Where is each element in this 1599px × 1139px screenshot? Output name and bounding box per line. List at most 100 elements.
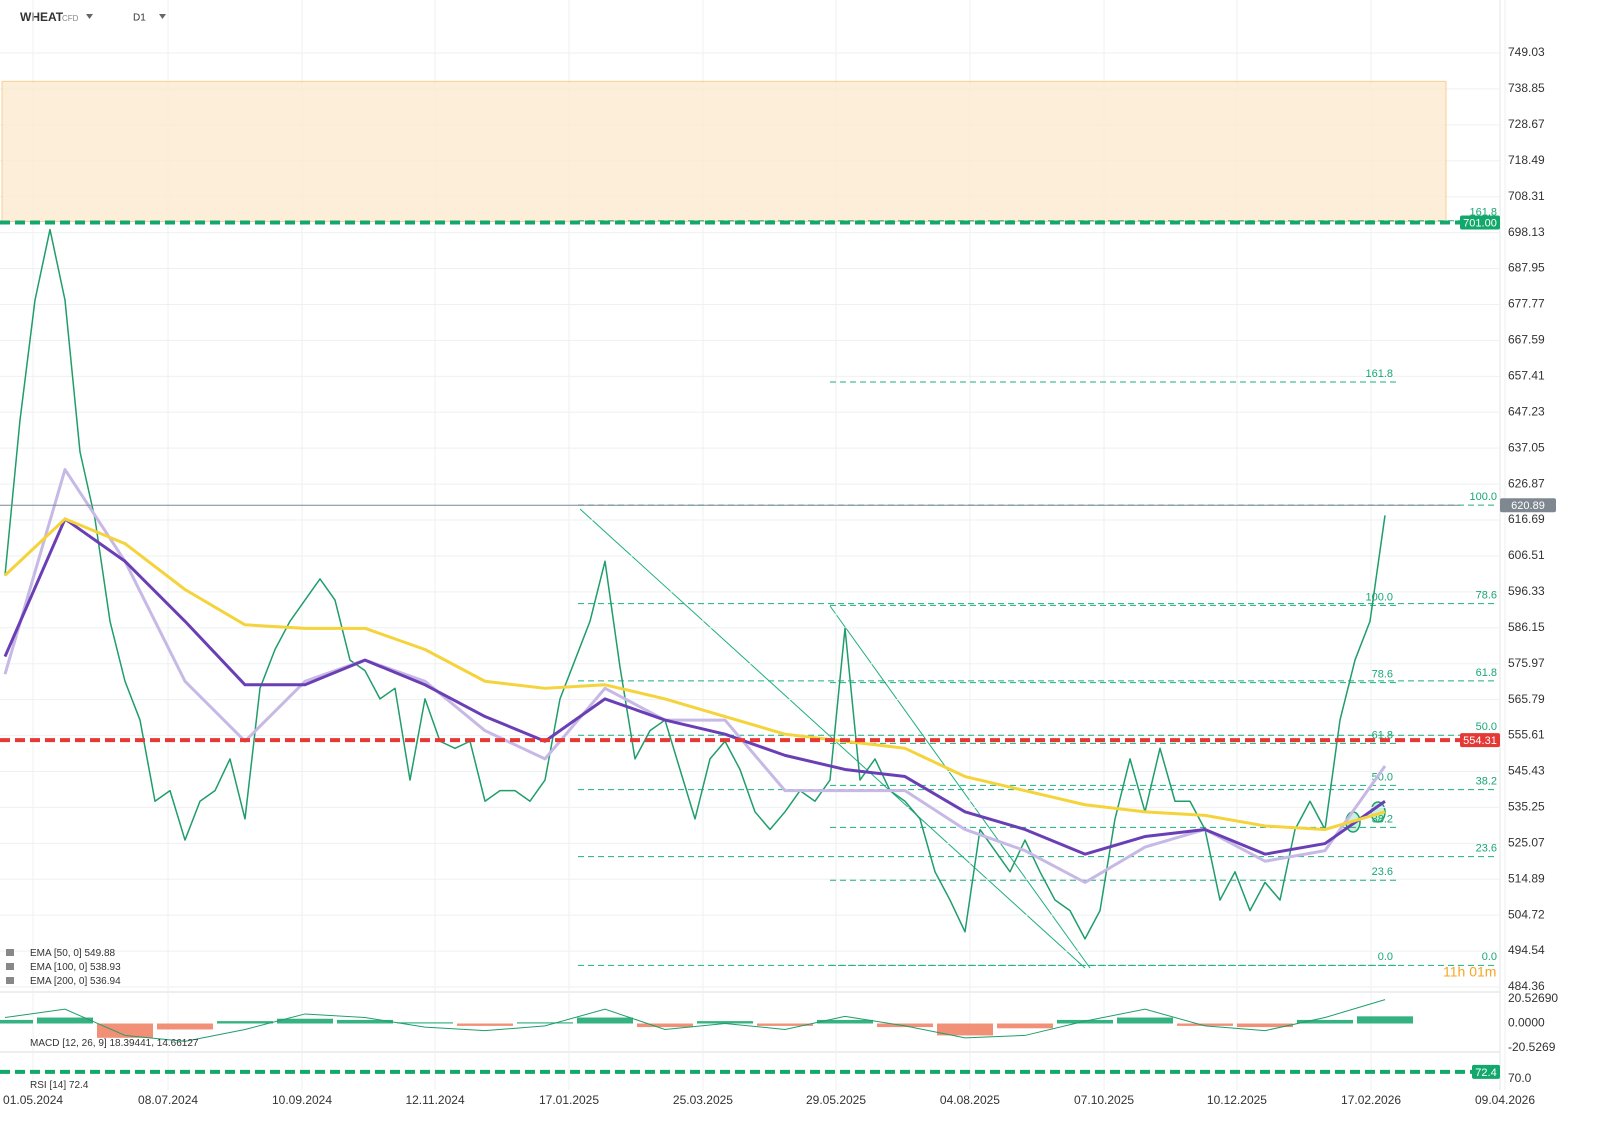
- legend-entry: EMA [200, 0] 536.94: [30, 976, 121, 987]
- y-tick-label: 545.43: [1508, 764, 1545, 778]
- x-tick-label: 10.12.2025: [1207, 1093, 1267, 1107]
- y-tick-label: 626.87: [1508, 476, 1545, 490]
- price-badge: [1460, 733, 1500, 748]
- macd-bar: [1237, 1023, 1293, 1028]
- legend-entry: EMA [100, 0] 538.93: [30, 962, 121, 973]
- x-tick-label: 07.10.2025: [1074, 1093, 1134, 1107]
- legend-icon: [6, 977, 14, 984]
- y-tick-label: 708.31: [1508, 189, 1545, 203]
- x-tick-label: 10.09.2024: [272, 1093, 332, 1107]
- macd-bar: [337, 1019, 393, 1024]
- macd-bar: [517, 1022, 573, 1024]
- macd-legend: MACD [12, 26, 9] 18.39441, 14.66127: [30, 1038, 199, 1049]
- macd-bar: [697, 1021, 753, 1024]
- macd-bar: [1297, 1019, 1353, 1024]
- rsi-badge-label: 72.4: [1475, 1067, 1496, 1079]
- fib-label: 50.0: [1372, 771, 1393, 783]
- legend-value: 536.94: [90, 976, 121, 987]
- macd-bar: [1117, 1017, 1173, 1024]
- macd-bar: [877, 1023, 933, 1028]
- rsi-title: RSI [14]: [30, 1080, 66, 1091]
- y-tick-label: 504.72: [1508, 907, 1545, 921]
- legend-value: 538.93: [90, 962, 121, 973]
- x-tick-label: 17.01.2025: [539, 1093, 599, 1107]
- fib-label: 38.2: [1476, 775, 1497, 787]
- ema-line: [3, 468, 1387, 884]
- symbol-dropdown[interactable]: [86, 14, 93, 19]
- y-tick-label: 677.77: [1508, 297, 1545, 311]
- x-tick-label: 01.05.2024: [3, 1093, 63, 1107]
- x-tick-label: 09.04.2026: [1475, 1093, 1535, 1107]
- timeframe[interactable]: D1: [133, 13, 146, 24]
- price-badge: [1460, 215, 1500, 230]
- y-tick-label: 535.25: [1508, 800, 1545, 814]
- y-tick-label: 698.13: [1508, 225, 1545, 239]
- macd-bar: [397, 1022, 453, 1024]
- market-type: CFD: [62, 14, 79, 23]
- price-badge-label: 701.00: [1463, 217, 1497, 229]
- ema-line: [3, 517, 1386, 831]
- macd-bar: [577, 1017, 633, 1024]
- rsi-legend: RSI [14] 72.4: [30, 1080, 89, 1091]
- macd-tick-label: -20.5269: [1508, 1040, 1556, 1054]
- price-badge-label: 620.89: [1511, 500, 1545, 512]
- fib-label: 38.2: [1372, 813, 1393, 825]
- macd-value: 18.39441: [109, 1038, 151, 1049]
- y-tick-label: 596.33: [1508, 584, 1545, 598]
- macd-bar: [1357, 1016, 1413, 1024]
- macd-bar: [937, 1023, 993, 1036]
- fib-label: 61.8: [1476, 667, 1497, 679]
- x-tick-label: 12.11.2024: [405, 1093, 464, 1107]
- legend-entry: EMA [50, 0] 549.88: [30, 948, 116, 959]
- macd-bar: [97, 1023, 153, 1038]
- legend-icon: [6, 949, 14, 956]
- x-tick-label: 04.08.2025: [940, 1093, 1000, 1107]
- rsi-value: 72.4: [69, 1080, 89, 1091]
- y-tick-label: 586.15: [1508, 620, 1545, 634]
- macd-bar: [757, 1023, 813, 1026]
- rsi-badge: [1472, 1064, 1500, 1079]
- macd-bar: [817, 1019, 873, 1024]
- y-tick-label: 738.85: [1508, 81, 1545, 95]
- y-tick-label: 555.61: [1508, 728, 1545, 742]
- macd-bar: [1177, 1023, 1233, 1026]
- macd-bar: [1057, 1019, 1113, 1024]
- macd-tick-label: 20.52690: [1508, 991, 1558, 1005]
- macd-title: MACD [12, 26, 9]: [30, 1038, 107, 1049]
- x-tick-label: 08.07.2024: [138, 1093, 198, 1107]
- fib-label: 100.0: [1365, 591, 1393, 603]
- symbol[interactable]: WHEAT: [20, 10, 64, 24]
- fib-label: 78.6: [1372, 669, 1393, 681]
- macd-tick-label: 0.0000: [1508, 1016, 1545, 1030]
- fib-label: 78.6: [1476, 590, 1497, 602]
- x-tick-label: 25.03.2025: [673, 1093, 733, 1107]
- y-tick-label: 525.07: [1508, 836, 1545, 850]
- y-tick-label: 749.03: [1508, 45, 1545, 59]
- macd-bar: [217, 1021, 273, 1024]
- timeframe-dropdown[interactable]: [159, 14, 166, 19]
- signal-value: 14.66127: [157, 1038, 199, 1049]
- y-tick-label: 728.67: [1508, 117, 1545, 131]
- price-badge-label: 554.31: [1463, 735, 1497, 747]
- macd-bar: [637, 1023, 693, 1028]
- legend-name: EMA [50, 0]: [30, 948, 82, 959]
- y-tick-label: 494.54: [1508, 943, 1545, 957]
- price-badge: [1500, 498, 1556, 513]
- fib-label: 23.6: [1476, 843, 1497, 855]
- macd-bar: [457, 1023, 513, 1026]
- y-tick-label: 667.59: [1508, 333, 1545, 347]
- y-tick-label: 484.36: [1508, 979, 1545, 993]
- y-tick-label: 514.89: [1508, 871, 1545, 885]
- fib-label: 50.0: [1476, 721, 1497, 733]
- macd-line: [4, 999, 1386, 1042]
- fib-label: 161.8: [1365, 368, 1393, 380]
- ema-line: [3, 517, 1386, 856]
- y-tick-label: 657.41: [1508, 368, 1545, 382]
- resistance-zone: [1, 80, 1447, 222]
- y-tick-label: 565.79: [1508, 692, 1545, 706]
- macd-bar: [0, 1019, 33, 1024]
- legend-value: 549.88: [84, 948, 115, 959]
- fib-label: 23.6: [1372, 866, 1393, 878]
- legend-icon: [6, 963, 14, 970]
